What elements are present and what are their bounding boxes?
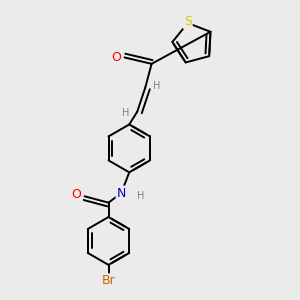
Text: H: H <box>122 108 130 118</box>
Text: H: H <box>137 191 144 201</box>
Text: Br: Br <box>102 274 116 287</box>
Text: H: H <box>153 81 160 91</box>
Text: O: O <box>112 51 122 64</box>
Text: N: N <box>117 187 126 200</box>
Text: O: O <box>72 188 82 201</box>
Text: S: S <box>184 15 192 28</box>
